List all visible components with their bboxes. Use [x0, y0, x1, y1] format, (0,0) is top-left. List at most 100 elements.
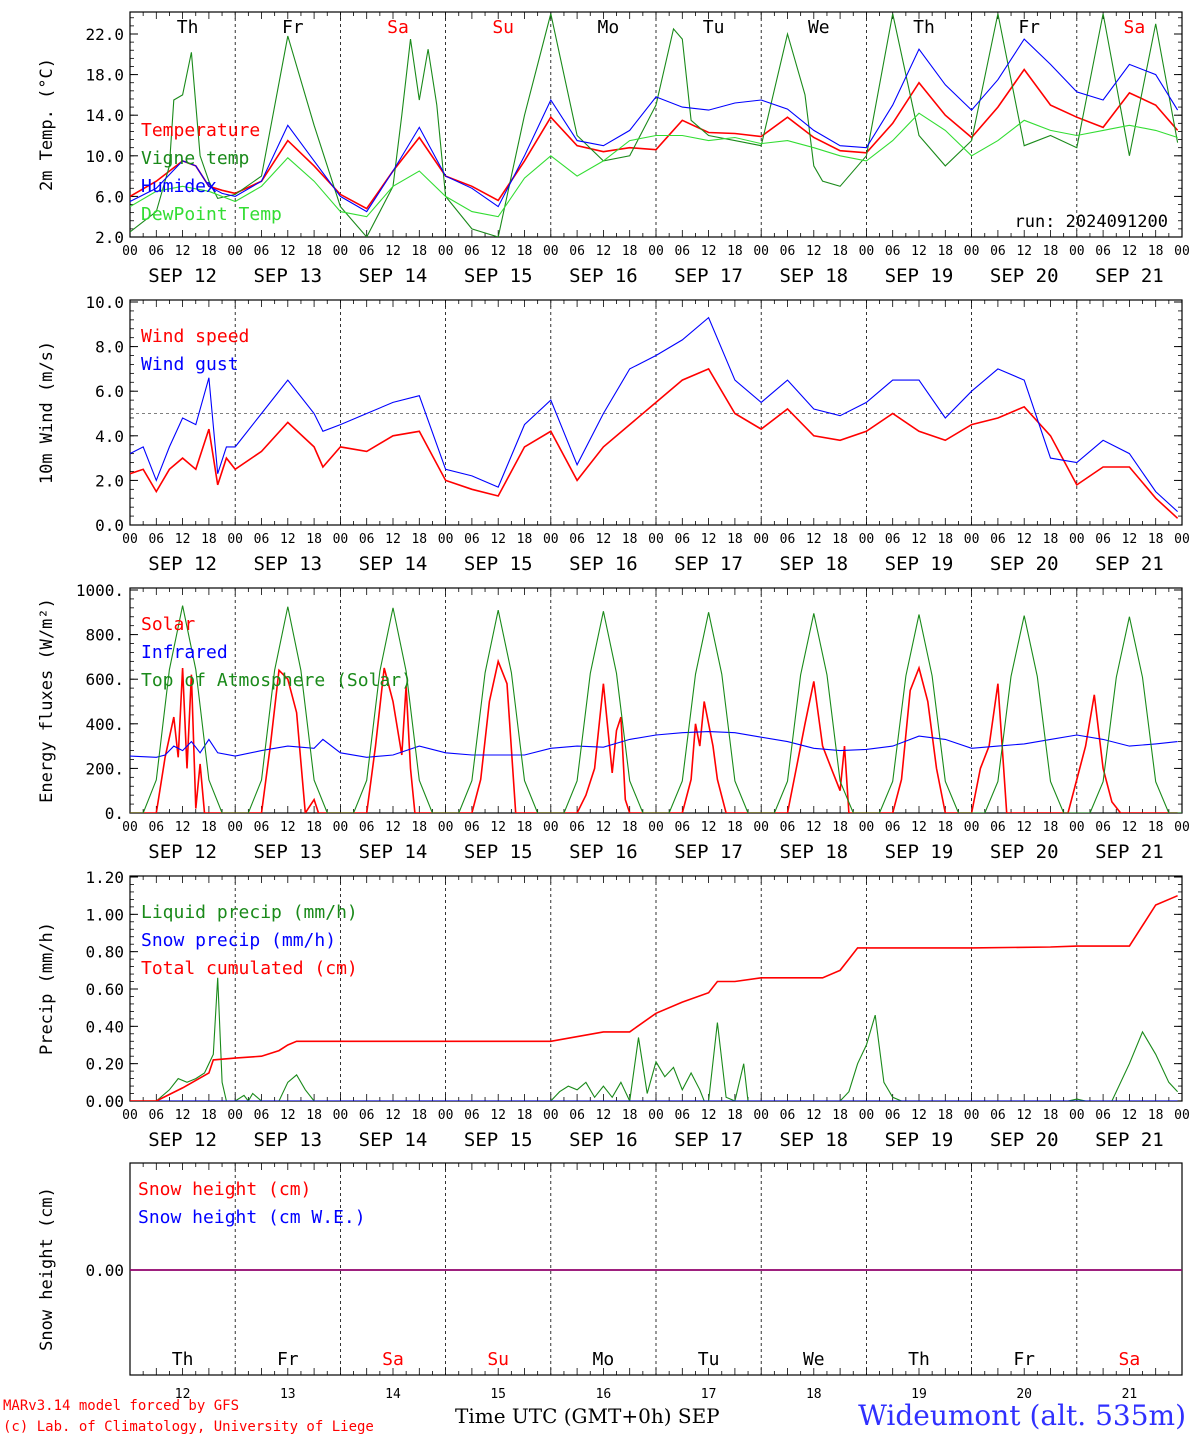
hour-tick-label: 06: [674, 820, 690, 835]
day-number-label: 19: [911, 1387, 927, 1402]
day-number-label: 21: [1122, 1387, 1138, 1402]
date-label: SEP 18: [779, 553, 848, 575]
weekday-label: Mo: [593, 1349, 615, 1370]
hour-tick-label: 00: [122, 244, 138, 259]
hour-tick-label: 06: [885, 244, 901, 259]
date-label: SEP 12: [148, 841, 217, 863]
legend-infrared: Infrared: [141, 642, 228, 663]
hour-tick-label: 00: [964, 820, 980, 835]
hour-tick-label: 00: [543, 820, 559, 835]
hour-tick-label: 06: [885, 1108, 901, 1123]
weekday-label: Th: [177, 17, 199, 38]
legend-wind-gust: Wind gust: [141, 354, 239, 375]
series-top-of-atmosphere-solar-: [130, 605, 1182, 813]
hour-tick-label: 18: [411, 820, 427, 835]
y-axis-label: Precip (mm/h): [37, 922, 57, 1055]
date-label: SEP 18: [779, 1129, 848, 1151]
hour-tick-label: 12: [701, 244, 717, 259]
hour-tick-label: 06: [464, 244, 480, 259]
date-label: SEP 15: [464, 841, 533, 863]
hour-tick-label: 00: [122, 820, 138, 835]
hour-tick-label: 06: [990, 820, 1006, 835]
hour-tick-label: 18: [1043, 1108, 1059, 1123]
hour-tick-label: 06: [254, 820, 270, 835]
y-tick-label: 4.0: [95, 427, 124, 446]
series-total-cumulated-cm-: [130, 894, 1178, 1101]
hour-tick-label: 12: [385, 820, 401, 835]
hour-tick-label: 12: [806, 532, 822, 547]
hour-tick-label: 18: [1148, 244, 1164, 259]
hour-tick-label: 18: [832, 820, 848, 835]
y-axis-label: Energy fluxes (W/m²): [37, 598, 57, 803]
weekday-label: Th: [172, 1349, 194, 1370]
series-wind-gust: [130, 316, 1178, 513]
date-label: SEP 16: [569, 1129, 638, 1151]
hour-tick-label: 18: [517, 1108, 533, 1123]
hour-tick-label: 06: [674, 1108, 690, 1123]
y-tick-label: 800.: [85, 626, 124, 645]
day-number-label: 16: [596, 1387, 612, 1402]
hour-tick-label: 06: [990, 244, 1006, 259]
lab-credit: (c) Lab. of Climatology, University of L…: [3, 1419, 374, 1435]
panel-wind: 0.0 2.0 4.0 6.0 8.0 10.0 10m Wind (m/s) Wind sp…: [37, 293, 1190, 575]
series-humidex: [130, 38, 1179, 213]
hour-tick-label: 18: [622, 820, 638, 835]
hour-tick-label: 18: [1043, 820, 1059, 835]
hour-tick-label: 00: [1174, 1108, 1190, 1123]
date-label: SEP 18: [779, 265, 848, 287]
hour-tick-label: 00: [648, 1108, 664, 1123]
date-label: SEP 19: [885, 1129, 954, 1151]
hour-tick-label: 06: [464, 1108, 480, 1123]
hour-tick-label: 00: [964, 1108, 980, 1123]
series-infrared: [130, 731, 1178, 758]
hour-tick-label: 18: [201, 244, 217, 259]
y-tick-label: 1000.: [76, 581, 124, 600]
date-label: SEP 14: [359, 553, 428, 575]
legend-snow-precip-mm-h-: Snow precip (mm/h): [141, 930, 336, 951]
weekday-label: Su: [492, 17, 514, 38]
legend-snow-height-cm-: Snow height (cm): [138, 1179, 311, 1200]
weekday-label: Tu: [698, 1349, 720, 1370]
hour-tick-label: 00: [1069, 244, 1085, 259]
panel-temperature: 2.0 6.0 10.0 14.0 18.0 22.0 2m Temp. (°C) Tempe…: [37, 11, 1190, 287]
hour-tick-label: 00: [122, 1108, 138, 1123]
hour-tick-label: 06: [254, 532, 270, 547]
y-tick-label: 0.80: [85, 943, 124, 962]
hour-tick-label: 12: [911, 244, 927, 259]
hour-tick-label: 00: [333, 244, 349, 259]
hour-tick-label: 00: [753, 1108, 769, 1123]
date-label: SEP 12: [148, 265, 217, 287]
hour-tick-label: 00: [753, 820, 769, 835]
hour-tick-label: 18: [1043, 532, 1059, 547]
hour-tick-label: 18: [517, 820, 533, 835]
hour-tick-label: 18: [306, 820, 322, 835]
date-label: SEP 14: [359, 265, 428, 287]
hour-tick-label: 06: [359, 244, 375, 259]
hour-tick-label: 12: [596, 1108, 612, 1123]
hour-tick-label: 00: [1174, 244, 1190, 259]
date-label: SEP 17: [674, 841, 743, 863]
date-label: SEP 14: [359, 841, 428, 863]
legend-temperature: Temperature: [141, 120, 260, 141]
legend-snow-height-cm-w-e-: Snow height (cm W.E.): [138, 1207, 366, 1228]
hour-tick-label: 06: [674, 244, 690, 259]
hour-tick-label: 06: [569, 820, 585, 835]
hour-tick-label: 00: [753, 532, 769, 547]
y-tick-label: 6.0: [95, 187, 124, 206]
hour-tick-label: 00: [1069, 1108, 1085, 1123]
y-tick-label: 0.0: [95, 516, 124, 535]
hour-tick-label: 12: [1122, 532, 1138, 547]
weekday-label: Mo: [598, 17, 620, 38]
date-label: SEP 17: [674, 1129, 743, 1151]
hour-tick-label: 18: [306, 244, 322, 259]
day-number-label: 13: [280, 1387, 296, 1402]
series-wind-speed: [130, 367, 1179, 519]
hour-tick-label: 18: [201, 820, 217, 835]
hour-tick-label: 12: [1122, 820, 1138, 835]
weekday-label: Fr: [1013, 1349, 1035, 1370]
hour-tick-label: 00: [543, 532, 559, 547]
weekday-label: Th: [908, 1349, 930, 1370]
date-label: SEP 13: [253, 265, 322, 287]
y-tick-label: 0.00: [85, 1092, 124, 1111]
